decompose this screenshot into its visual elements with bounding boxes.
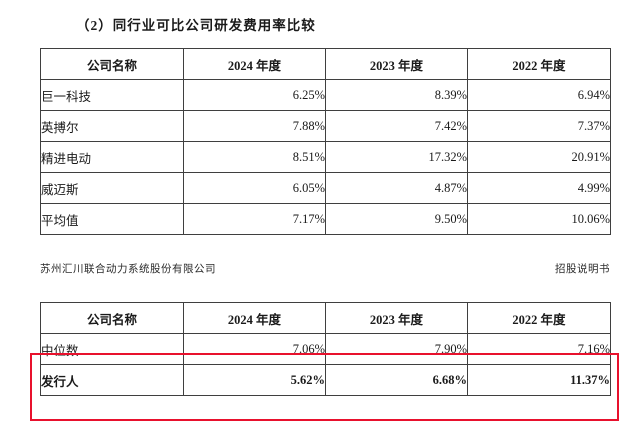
document-type-text: 招股说明书 — [555, 264, 610, 275]
value-cell: 7.90% — [325, 333, 468, 365]
table-row: 平均值 7.17% 9.50% 10.06% — [40, 203, 611, 235]
header-company-name: 公司名称 — [40, 48, 184, 80]
value-cell: 7.06% — [183, 333, 326, 365]
table-header-row: 公司名称 2024 年度 2023 年度 2022 年度 — [40, 302, 611, 334]
issuer-row: 发行人 5.62% 6.68% 11.37% — [40, 364, 611, 396]
company-name-cell: 发行人 — [40, 364, 184, 396]
header-company-name: 公司名称 — [40, 302, 184, 334]
company-name-cell: 精进电动 — [40, 141, 184, 173]
value-cell: 4.99% — [467, 172, 611, 204]
company-name-cell: 平均值 — [40, 203, 184, 235]
value-cell: 6.94% — [467, 79, 611, 111]
header-year-2024: 2024 年度 — [183, 302, 326, 334]
value-cell: 4.87% — [325, 172, 468, 204]
table-header-row: 公司名称 2024 年度 2023 年度 2022 年度 — [40, 48, 611, 80]
company-name-cell: 威迈斯 — [40, 172, 184, 204]
peer-comparison-table: 公司名称 2024 年度 2023 年度 2022 年度 巨一科技 6.25% … — [40, 48, 611, 235]
header-year-2023: 2023 年度 — [325, 302, 468, 334]
value-cell: 7.37% — [467, 110, 611, 142]
value-cell: 6.05% — [183, 172, 326, 204]
value-cell: 17.32% — [325, 141, 468, 173]
median-row: 中位数 7.06% 7.90% 7.16% — [40, 333, 611, 365]
header-year-2024: 2024 年度 — [183, 48, 326, 80]
value-cell: 7.88% — [183, 110, 326, 142]
document-page-header: 苏州汇川联合动力系统股份有限公司 招股说明书 — [40, 261, 610, 276]
table-row: 巨一科技 6.25% 8.39% 6.94% — [40, 79, 611, 111]
company-name-cell: 中位数 — [40, 333, 184, 365]
value-cell: 8.51% — [183, 141, 326, 173]
company-name-cell: 巨一科技 — [40, 79, 184, 111]
table-row: 精进电动 8.51% 17.32% 20.91% — [40, 141, 611, 173]
value-cell: 7.42% — [325, 110, 468, 142]
table-row: 威迈斯 6.05% 4.87% 4.99% — [40, 172, 611, 204]
value-cell: 6.25% — [183, 79, 326, 111]
table-row: 英搏尔 7.88% 7.42% 7.37% — [40, 110, 611, 142]
value-cell: 5.62% — [183, 364, 326, 396]
header-year-2022: 2022 年度 — [467, 302, 611, 334]
value-cell: 10.06% — [467, 203, 611, 235]
value-cell: 7.16% — [467, 333, 611, 365]
value-cell: 11.37% — [467, 364, 611, 396]
summary-table: 公司名称 2024 年度 2023 年度 2022 年度 中位数 7.06% 7… — [40, 302, 611, 396]
header-year-2022: 2022 年度 — [467, 48, 611, 80]
section-title: （2）同行业可比公司研发费用率比较 — [76, 18, 316, 33]
value-cell: 6.68% — [325, 364, 468, 396]
issuer-name-text: 苏州汇川联合动力系统股份有限公司 — [40, 264, 216, 275]
value-cell: 8.39% — [325, 79, 468, 111]
header-year-2023: 2023 年度 — [325, 48, 468, 80]
value-cell: 7.17% — [183, 203, 326, 235]
value-cell: 9.50% — [325, 203, 468, 235]
company-name-cell: 英搏尔 — [40, 110, 184, 142]
value-cell: 20.91% — [467, 141, 611, 173]
